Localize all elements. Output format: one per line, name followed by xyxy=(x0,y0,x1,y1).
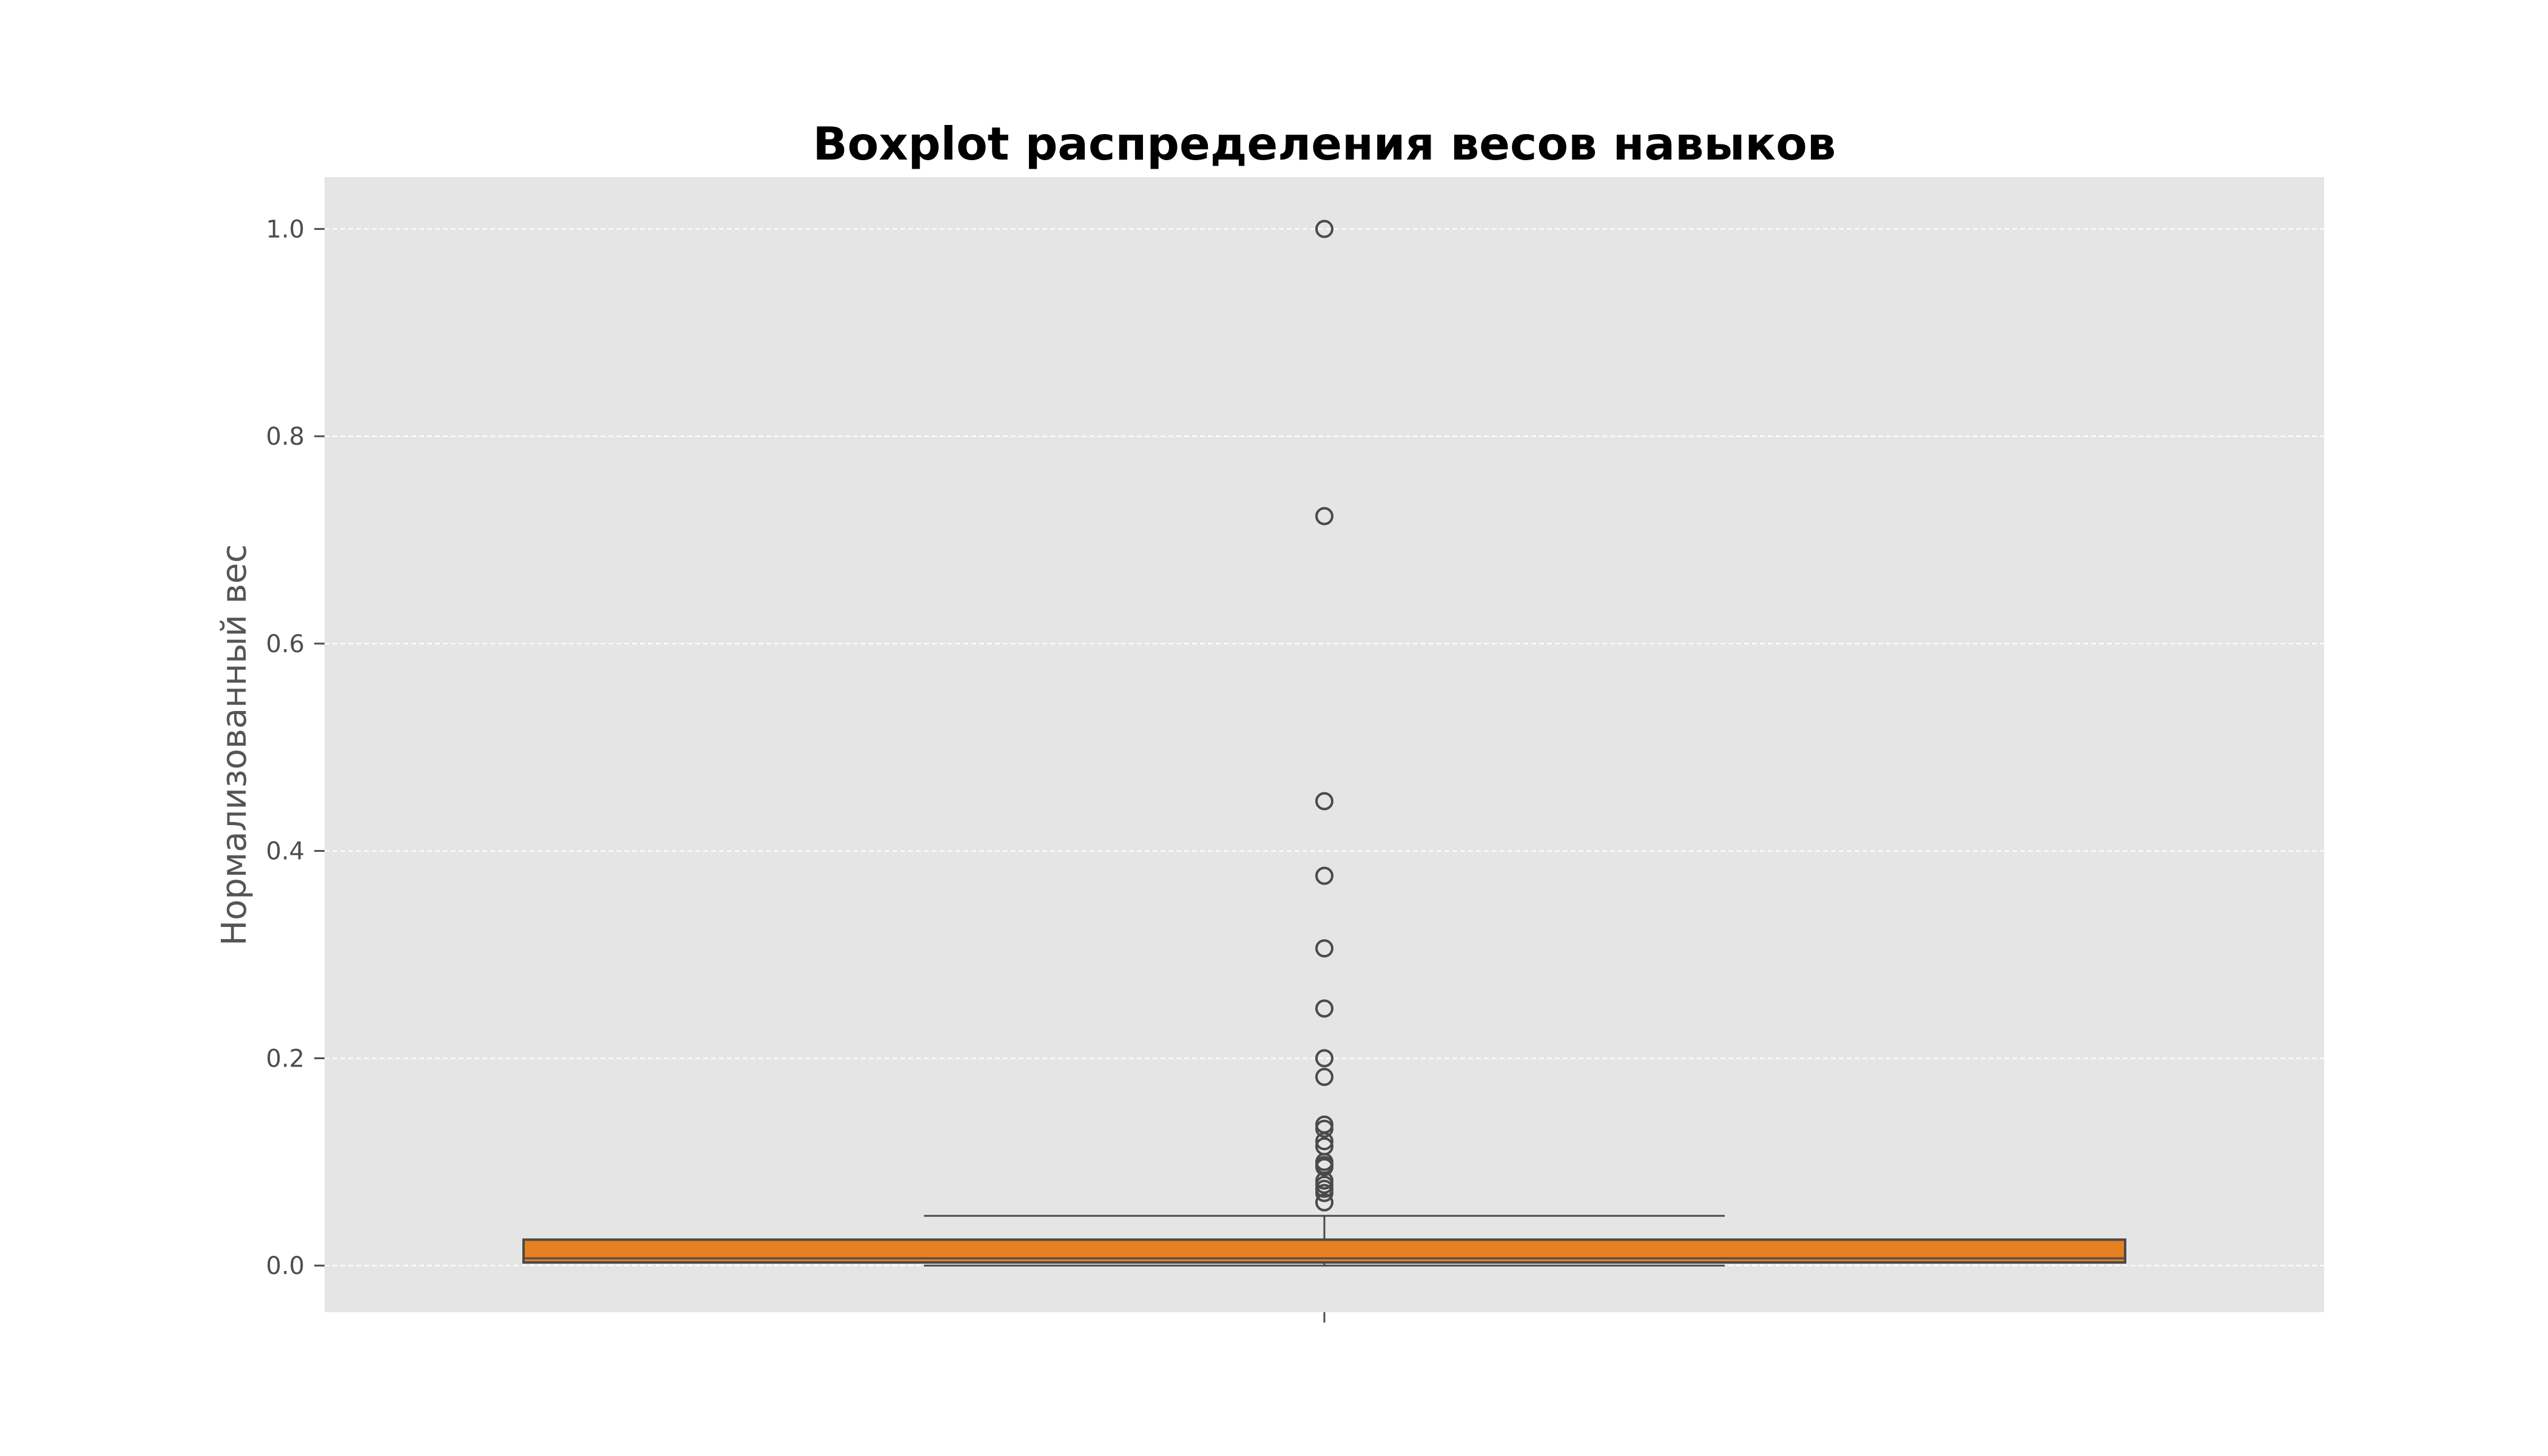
outlier-point xyxy=(1315,1119,1333,1138)
box-group xyxy=(522,1215,2126,1267)
y-tick-label: 0.6 xyxy=(266,630,305,658)
chart-title: Boxplot распределения весов навыков xyxy=(813,117,1836,170)
y-tick-label: 0.8 xyxy=(266,423,305,451)
y-tick-label: 0.2 xyxy=(266,1045,305,1073)
grid-lines xyxy=(325,228,2324,1267)
y-tick-label: 1.0 xyxy=(266,215,305,243)
y-tick-label: 0.0 xyxy=(266,1252,305,1280)
outlier-point xyxy=(1315,507,1333,525)
outlier-point xyxy=(1315,1049,1333,1068)
outlier-point xyxy=(1315,1132,1333,1151)
outlier-point xyxy=(1315,1193,1333,1212)
outlier-point xyxy=(1315,866,1333,885)
outlier-point xyxy=(1315,999,1333,1018)
y-tick-label: 0.4 xyxy=(266,838,305,866)
y-axis-label: Нормализованный вес xyxy=(215,544,254,946)
y-axis-ticks: 0.0 0.2 0.4 0.6 0.8 1.0 xyxy=(266,215,325,1280)
plot-area xyxy=(325,177,2324,1312)
outlier-point xyxy=(1315,1068,1333,1087)
outlier-point xyxy=(1315,1158,1333,1176)
outlier-point xyxy=(1315,939,1333,958)
outlier-points xyxy=(1315,220,1333,1212)
outlier-point xyxy=(1315,1184,1333,1202)
outlier-point xyxy=(1315,220,1333,238)
outlier-point xyxy=(1315,792,1333,811)
